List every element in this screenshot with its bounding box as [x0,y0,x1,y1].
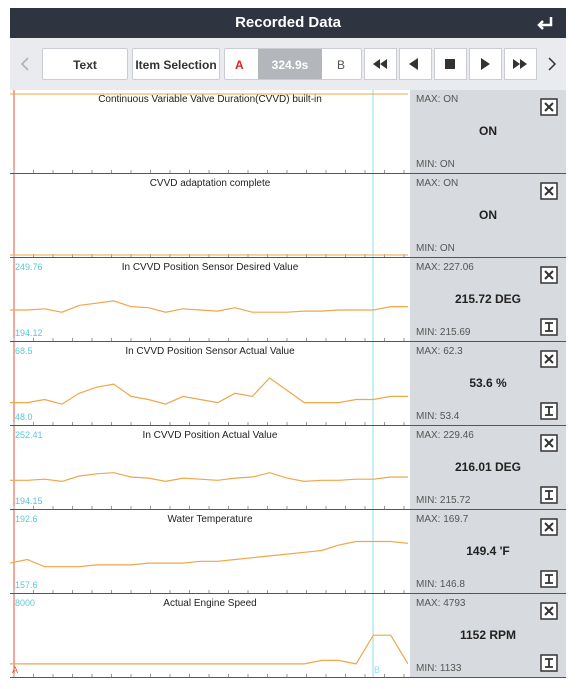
data-panel: In CVVD Position Sensor Actual Value 68.5… [10,342,566,426]
remove-button[interactable] [540,98,558,116]
max-label: MAX: 229.46 [416,430,474,441]
graph-title: In CVVD Position Sensor Actual Value [125,346,295,357]
header-title: Recorded Data [235,14,341,31]
trend-graph: Continuous Variable Valve Duration(CVVD)… [10,90,408,173]
data-panel: In CVVD Position Sensor Desired Value 249… [10,258,566,342]
playback-controls [364,48,557,80]
back-button[interactable] [526,8,566,38]
ab-range: A 324.9s B [224,48,362,80]
y-max-label: 68.5 [15,346,33,356]
min-label: MIN: 215.72 [416,495,471,506]
prev-button[interactable] [16,54,36,74]
min-label: MIN: 146.8 [416,579,465,590]
graph-title: Continuous Variable Valve Duration(CVVD)… [98,94,322,105]
current-value: 1152 RPM [459,628,517,642]
trend-line [10,377,408,405]
data-panel: Actual Engine Speed 8000 A B MAX: 4793 1152 R… [10,594,566,678]
max-label: MAX: 169.7 [416,514,469,525]
min-label: MIN: 53.4 [416,411,460,422]
y-min-label: 48.0 [15,412,33,422]
toolbar: Text Item Selection A 324.9s B [10,38,566,90]
scale-button[interactable] [540,318,558,336]
y-min-label: 194.15 [15,496,43,506]
current-value: 53.6 % [469,376,507,390]
min-label: MIN: 1133 [416,663,462,674]
value-panel: MAX: 229.46 216.01 DEG MIN: 215.72 [410,426,566,509]
y-max-label: 8000 [15,598,35,608]
remove-button[interactable] [540,602,558,620]
value-panel: MAX: ON ON MIN: ON [410,174,566,257]
value-panel: MAX: ON ON MIN: ON [410,90,566,173]
trend-graph: CVVD adaptation complete [10,174,408,257]
max-label: MAX: 62.3 [416,346,463,357]
cursor-b-label: B [374,665,380,675]
min-label: MIN: 215.69 [416,327,471,338]
y-max-label: 192.6 [15,514,38,524]
graph-title: Water Temperature [167,514,252,525]
time: 324.9s [258,49,322,79]
cursor-a-label: A [12,665,18,675]
max-label: MAX: 227.06 [416,262,474,273]
header: Recorded Data [10,8,566,38]
data-panel: Continuous Variable Valve Duration(CVVD)… [10,90,566,174]
scale-button[interactable] [540,402,558,420]
trend-line [10,634,408,665]
max-label: MAX: ON [416,94,459,105]
y-max-label: 252.41 [15,430,43,440]
remove-button[interactable] [540,182,558,200]
value-panel: MAX: 227.06 215.72 DEG MIN: 215.69 [410,258,566,341]
y-max-label: 249.76 [15,262,43,272]
max-label: MAX: 4793 [416,598,466,609]
current-value: 216.01 DEG [454,460,522,474]
current-value: 215.72 DEG [454,292,522,306]
remove-button[interactable] [540,266,558,284]
current-value: 149.4 'F [466,544,510,558]
item-selection-button[interactable]: Item Selection [132,48,220,80]
scale-button[interactable] [540,654,558,672]
current-value: ON [479,208,497,222]
data-panel: In CVVD Position Actual Value 252.41 194.1… [10,426,566,510]
y-min-label: 194.12 [15,328,43,338]
data-panel: CVVD adaptation complete MAX: ON ON MIN: ON [10,174,566,258]
remove-button[interactable] [540,350,558,368]
data-panel: Water Temperature 192.6 157.6 MAX: 169.7 149… [10,510,566,594]
trend-line [10,472,408,483]
trend-graph: In CVVD Position Sensor Actual Value 68.5… [10,342,408,425]
graph-title: Actual Engine Speed [163,598,256,609]
value-panel: MAX: 169.7 149.4 'F MIN: 146.8 [410,510,566,593]
marker-b[interactable]: B [337,58,346,72]
trend-graph: Water Temperature 192.6 157.6 [10,510,408,593]
graph-title: In CVVD Position Actual Value [143,430,278,441]
marker-a[interactable]: A [235,58,244,72]
y-min-label: 157.6 [15,580,38,590]
scale-button[interactable] [540,486,558,504]
trend-line [10,300,408,313]
remove-button[interactable] [540,518,558,536]
max-label: MAX: ON [416,178,459,189]
graph-title: CVVD adaptation complete [150,178,271,189]
scale-button[interactable] [540,570,558,588]
current-value: ON [479,124,497,138]
remove-button[interactable] [540,434,558,452]
trend-graph: In CVVD Position Sensor Desired Value 249… [10,258,408,341]
graph-title: In CVVD Position Sensor Desired Value [122,262,299,273]
trend-graph: In CVVD Position Actual Value 252.41 194.1… [10,426,408,509]
text-button[interactable]: Text [42,48,128,80]
min-label: MIN: ON [416,159,455,170]
trend-graph: Actual Engine Speed 8000 A B [10,594,408,677]
value-panel: MAX: 62.3 53.6 % MIN: 53.4 [410,342,566,425]
min-label: MIN: ON [416,243,455,254]
trend-line [10,540,408,568]
value-panel: MAX: 4793 1152 RPM MIN: 1133 [410,594,566,677]
